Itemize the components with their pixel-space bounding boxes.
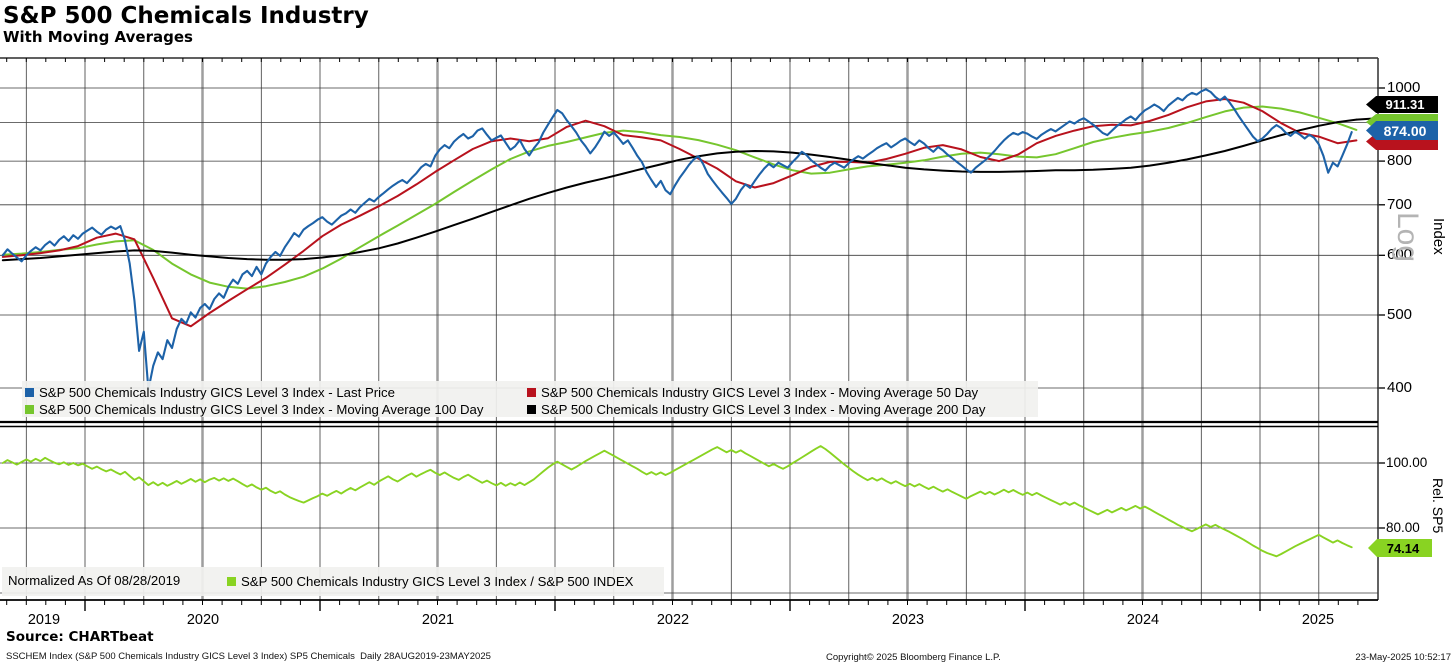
x-axis-year-label: 2025 bbox=[1301, 612, 1335, 628]
x-axis-year-label: 2024 bbox=[1126, 612, 1160, 628]
lower-ytick-label: 100.00 bbox=[1386, 455, 1428, 470]
main-ytick-label: 800 bbox=[1387, 152, 1413, 169]
rel-value-badge: 74.14 bbox=[1368, 539, 1432, 557]
x-axis-year-label: 2020 bbox=[186, 612, 220, 628]
x-axis-year-label: 2021 bbox=[421, 612, 455, 628]
legend-item-ma200[interactable]: S&P 500 Chemicals Industry GICS Level 3 … bbox=[527, 401, 985, 417]
last-price-badge: 874.00 bbox=[1366, 121, 1438, 140]
log-scale-watermark: Log bbox=[1391, 212, 1424, 263]
legend-label: S&P 500 Chemicals Industry GICS Level 3 … bbox=[39, 401, 484, 417]
x-axis-year-label: 2022 bbox=[656, 612, 690, 628]
x-axis-year-label: 2023 bbox=[891, 612, 925, 628]
x-axis-year-label: 2019 bbox=[27, 612, 61, 628]
main-axis-title: Index bbox=[1430, 218, 1447, 255]
ma200-price-badge: 911.31 bbox=[1366, 96, 1438, 113]
main-ytick-label: 1000 bbox=[1387, 79, 1421, 96]
legend-label: S&P 500 Chemicals Industry GICS Level 3 … bbox=[541, 401, 986, 417]
legend-item-ma50[interactable]: S&P 500 Chemicals Industry GICS Level 3 … bbox=[527, 384, 978, 400]
legend-item-price[interactable]: S&P 500 Chemicals Industry GICS Level 3 … bbox=[25, 384, 395, 400]
main-ytick-label: 400 bbox=[1387, 379, 1413, 396]
legend-item-ma100[interactable]: S&P 500 Chemicals Industry GICS Level 3 … bbox=[25, 401, 483, 417]
lower-axis-title: Rel. SP5 bbox=[1430, 478, 1446, 534]
ma200-swatch-icon bbox=[527, 404, 536, 414]
page-title: S&P 500 Chemicals Industry bbox=[3, 3, 369, 29]
legend-label: S&P 500 Chemicals Industry GICS Level 3 … bbox=[39, 384, 395, 400]
source-label: Source: CHARTbeat bbox=[6, 629, 154, 645]
footer-copyright: Copyright© 2025 Bloomberg Finance L.P. bbox=[826, 652, 1001, 663]
footer-description: SSCHEM Index (S&P 500 Chemicals Industry… bbox=[6, 651, 491, 662]
normalized-note: Normalized As Of 08/28/2019 bbox=[8, 573, 181, 588]
series-ma50 bbox=[1, 98, 1358, 328]
series-relative bbox=[1, 445, 1353, 558]
lower-legend-strip bbox=[2, 567, 664, 596]
series-ma200 bbox=[1, 118, 1358, 262]
main-ytick-label: 600 bbox=[1387, 246, 1413, 263]
ma50-swatch-icon bbox=[527, 387, 536, 397]
legend-label: S&P 500 Chemicals Industry GICS Level 3 … bbox=[541, 384, 979, 400]
ma100-swatch-icon bbox=[25, 404, 34, 414]
price-swatch-icon bbox=[25, 387, 34, 397]
page-subtitle: With Moving Averages bbox=[3, 28, 193, 46]
series-last-price bbox=[1, 88, 1353, 391]
main-ytick-label: 500 bbox=[1387, 306, 1413, 323]
relative-series-swatch-icon bbox=[227, 576, 236, 586]
footer-timestamp: 23-May-2025 10:52:17 bbox=[1355, 652, 1451, 663]
legend-label: S&P 500 Chemicals Industry GICS Level 3 … bbox=[241, 573, 634, 589]
series-ma100 bbox=[1, 105, 1358, 290]
legend-item-relative[interactable]: S&P 500 Chemicals Industry GICS Level 3 … bbox=[227, 573, 633, 589]
main-ytick-label: 700 bbox=[1387, 196, 1413, 213]
lower-ytick-label: 80.00 bbox=[1386, 520, 1420, 535]
